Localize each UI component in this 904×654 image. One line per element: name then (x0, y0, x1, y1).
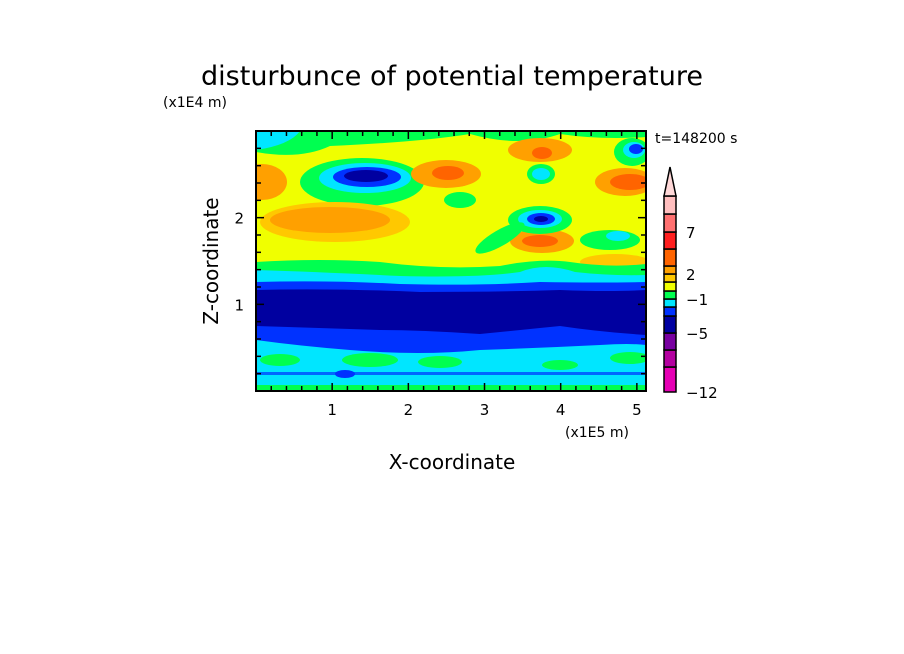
colorbar-box (663, 298, 677, 308)
x-tick-label: 5 (632, 401, 642, 419)
contour-region (256, 164, 287, 200)
y-axis-label: Z-coordinate (199, 197, 223, 324)
contour-region (335, 370, 355, 378)
contour-region (610, 352, 646, 364)
contour-region (432, 166, 464, 180)
colorbar-label: 7 (686, 224, 696, 242)
x-tick-label: 3 (480, 401, 490, 419)
y-tick-label: 2 (234, 210, 244, 228)
contour-region (532, 168, 550, 180)
x-axis-label: X-coordinate (389, 450, 516, 474)
y-tick-label: 1 (234, 296, 244, 314)
time-label: t=148200 s (655, 131, 737, 147)
contour-region (342, 353, 398, 367)
contour-region (256, 131, 646, 155)
colorbar-box (663, 248, 677, 267)
contour-region (418, 356, 462, 368)
contour-region (610, 174, 646, 190)
contour-region (256, 385, 646, 391)
colorbar-box (663, 290, 677, 300)
colorbar-label: −5 (686, 325, 708, 343)
contour-region (260, 354, 300, 366)
colorbar-label: −1 (686, 291, 708, 309)
colorbar-box (663, 315, 677, 334)
colorbar-box (663, 306, 677, 317)
colorbar-box (663, 273, 677, 283)
colorbar-box (663, 231, 677, 250)
contour-region (522, 235, 558, 247)
contour-field (256, 131, 646, 391)
x-tick-label: 1 (327, 401, 337, 419)
colorbar-box (663, 213, 677, 233)
axes: 1 2 3 4 5 1 2 (234, 131, 646, 419)
colorbar: 7 2 −1 −5 −12 (663, 166, 718, 402)
colorbar-label: 2 (686, 266, 696, 284)
plot-frame (255, 130, 647, 392)
contour-region (256, 372, 646, 375)
x-tick-label: 4 (556, 401, 566, 419)
contour-region (444, 192, 476, 208)
contour-region (256, 289, 646, 335)
colorbar-label: −12 (686, 384, 718, 402)
colorbar-box (663, 332, 677, 351)
contour-region (542, 360, 578, 370)
y-unit-label: (x1E4 m) (163, 95, 227, 111)
colorbar-extend-arrow (663, 166, 677, 197)
colorbar-box (663, 195, 677, 215)
chart-title: disturbunce of potential temperature (201, 61, 703, 92)
colorbar-box (663, 281, 677, 292)
contour-region (270, 207, 390, 233)
colorbar-box (663, 349, 677, 368)
contour-region (532, 147, 552, 159)
colorbar-box (663, 265, 677, 275)
contour-region (606, 231, 630, 241)
x-unit-label: (x1E5 m) (565, 425, 629, 441)
x-tick-label: 2 (404, 401, 414, 419)
contour-region (256, 131, 300, 150)
contour-region (475, 222, 525, 254)
colorbar-box (663, 366, 677, 393)
contour-region (534, 216, 548, 222)
contour-region (344, 170, 388, 182)
contour-region (629, 144, 643, 154)
